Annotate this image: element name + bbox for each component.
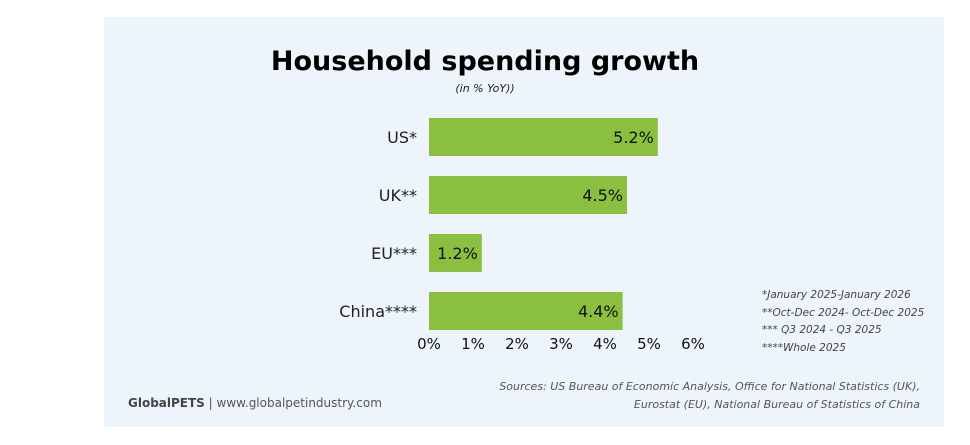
category-label: China**** bbox=[339, 302, 417, 321]
footnote: ****Whole 2025 bbox=[762, 341, 846, 354]
data-label: 4.4% bbox=[578, 302, 619, 321]
bar bbox=[429, 292, 623, 330]
x-tick-label: 4% bbox=[593, 335, 617, 353]
brand-name: GlobalPETS bbox=[128, 396, 205, 410]
chart-subtitle: (in % YoY)) bbox=[455, 82, 515, 95]
footnote: *January 2025-January 2026 bbox=[762, 289, 911, 301]
category-label: EU*** bbox=[371, 244, 417, 263]
x-tick-label: 1% bbox=[461, 335, 485, 353]
data-label: 1.2% bbox=[437, 244, 478, 263]
chart-panel bbox=[104, 17, 944, 427]
bar bbox=[429, 176, 627, 214]
x-tick-label: 5% bbox=[637, 335, 661, 353]
x-tick-label: 0% bbox=[417, 335, 441, 353]
data-label: 5.2% bbox=[613, 128, 654, 147]
data-label: 4.5% bbox=[582, 186, 623, 205]
category-label: UK** bbox=[379, 186, 417, 205]
brand: GlobalPETS | www.globalpetindustry.com bbox=[128, 396, 382, 410]
category-label: US* bbox=[387, 128, 417, 147]
footnote: *** Q3 2024 - Q3 2025 bbox=[762, 324, 882, 336]
source-line: Sources: US Bureau of Economic Analysis,… bbox=[499, 380, 920, 393]
sources: Sources: US Bureau of Economic Analysis,… bbox=[499, 378, 920, 414]
bar bbox=[429, 118, 658, 156]
footnote: **Oct-Dec 2024- Oct-Dec 2025 bbox=[762, 306, 925, 319]
bar bbox=[429, 234, 482, 272]
source-line: Eurostat (EU), National Bureau of Statis… bbox=[633, 398, 920, 411]
chart-title: Household spending growth bbox=[270, 46, 700, 77]
x-tick-label: 2% bbox=[505, 335, 529, 353]
x-tick-label: 6% bbox=[681, 335, 705, 353]
x-tick-label: 3% bbox=[549, 335, 573, 353]
brand-separator: | bbox=[208, 396, 213, 410]
brand-url: www.globalpetindustry.com bbox=[216, 396, 382, 410]
footnotes: *January 2025-January 2026 **Oct-Dec 202… bbox=[762, 287, 924, 357]
